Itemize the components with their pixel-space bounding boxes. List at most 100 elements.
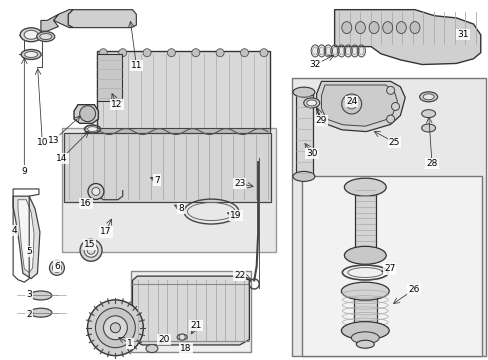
Ellipse shape: [382, 22, 392, 33]
Ellipse shape: [421, 110, 435, 118]
Text: 8: 8: [178, 204, 183, 213]
Text: 24: 24: [346, 96, 357, 105]
Text: 11: 11: [130, 61, 142, 70]
Ellipse shape: [344, 246, 386, 264]
Text: 14: 14: [56, 154, 67, 163]
Ellipse shape: [341, 22, 351, 33]
Ellipse shape: [102, 88, 112, 93]
Ellipse shape: [24, 51, 38, 58]
Text: 20: 20: [158, 335, 169, 344]
Bar: [353, 291, 376, 330]
Text: 32: 32: [309, 60, 320, 69]
Circle shape: [391, 103, 399, 111]
Circle shape: [167, 49, 175, 57]
Polygon shape: [334, 10, 480, 64]
Text: 1: 1: [127, 339, 133, 348]
Text: 30: 30: [305, 149, 317, 158]
Polygon shape: [316, 81, 405, 132]
Ellipse shape: [368, 22, 378, 33]
Bar: [61, 128, 276, 252]
Circle shape: [88, 184, 103, 199]
Text: 3: 3: [26, 290, 32, 299]
Circle shape: [87, 300, 143, 356]
Circle shape: [386, 115, 394, 123]
Ellipse shape: [87, 127, 97, 131]
Circle shape: [179, 334, 185, 340]
Ellipse shape: [355, 22, 365, 33]
Circle shape: [386, 86, 394, 94]
Ellipse shape: [351, 47, 357, 55]
Text: 13: 13: [48, 136, 59, 145]
Circle shape: [99, 49, 107, 57]
Text: 17: 17: [100, 228, 111, 237]
Text: 6: 6: [54, 262, 60, 271]
Ellipse shape: [84, 243, 98, 257]
Polygon shape: [132, 276, 249, 345]
Ellipse shape: [146, 345, 158, 352]
Text: 12: 12: [111, 100, 122, 109]
Circle shape: [260, 49, 267, 57]
Bar: [64, 133, 271, 202]
Text: 4: 4: [12, 226, 18, 235]
Polygon shape: [41, 14, 58, 31]
Ellipse shape: [344, 178, 386, 196]
Polygon shape: [68, 10, 136, 28]
Ellipse shape: [87, 246, 95, 254]
Ellipse shape: [422, 94, 433, 100]
Polygon shape: [18, 200, 34, 273]
Text: 5: 5: [26, 247, 32, 256]
Circle shape: [119, 49, 126, 57]
Ellipse shape: [37, 32, 55, 41]
Ellipse shape: [52, 264, 61, 273]
Ellipse shape: [325, 47, 330, 55]
Polygon shape: [321, 85, 397, 126]
Ellipse shape: [341, 321, 388, 339]
Ellipse shape: [421, 124, 435, 132]
Ellipse shape: [332, 47, 337, 55]
Text: 26: 26: [407, 285, 419, 294]
Text: 18: 18: [180, 344, 191, 353]
Ellipse shape: [345, 47, 350, 55]
Ellipse shape: [187, 203, 235, 221]
Ellipse shape: [20, 28, 42, 42]
Text: 25: 25: [388, 138, 399, 147]
Ellipse shape: [358, 47, 363, 55]
Ellipse shape: [409, 22, 419, 33]
Bar: [295, 92, 312, 176]
Bar: [97, 128, 270, 137]
Text: 23: 23: [233, 179, 245, 188]
Polygon shape: [54, 10, 73, 28]
Polygon shape: [13, 196, 40, 279]
Circle shape: [95, 308, 135, 348]
Text: 2: 2: [26, 310, 32, 319]
Polygon shape: [74, 105, 98, 123]
Text: 15: 15: [83, 240, 95, 249]
Text: 10: 10: [37, 138, 48, 147]
Ellipse shape: [319, 47, 324, 55]
Ellipse shape: [306, 100, 316, 106]
Ellipse shape: [177, 334, 187, 340]
Ellipse shape: [21, 50, 41, 59]
Circle shape: [103, 316, 127, 340]
Bar: [131, 271, 250, 352]
Ellipse shape: [341, 282, 388, 300]
Text: 19: 19: [229, 211, 241, 220]
Ellipse shape: [351, 332, 379, 344]
Text: 27: 27: [383, 265, 394, 274]
Ellipse shape: [80, 239, 102, 261]
Ellipse shape: [312, 47, 317, 55]
Bar: [354, 187, 375, 255]
Text: 9: 9: [21, 167, 27, 176]
Ellipse shape: [419, 92, 437, 102]
Text: 22: 22: [234, 270, 245, 279]
Ellipse shape: [396, 22, 406, 33]
Circle shape: [143, 49, 151, 57]
Bar: [291, 78, 485, 356]
Text: 7: 7: [154, 176, 160, 185]
Text: 28: 28: [426, 159, 437, 168]
Text: 21: 21: [190, 321, 201, 330]
Ellipse shape: [49, 260, 64, 275]
Bar: [302, 176, 481, 356]
Circle shape: [80, 106, 96, 122]
Circle shape: [341, 94, 361, 114]
